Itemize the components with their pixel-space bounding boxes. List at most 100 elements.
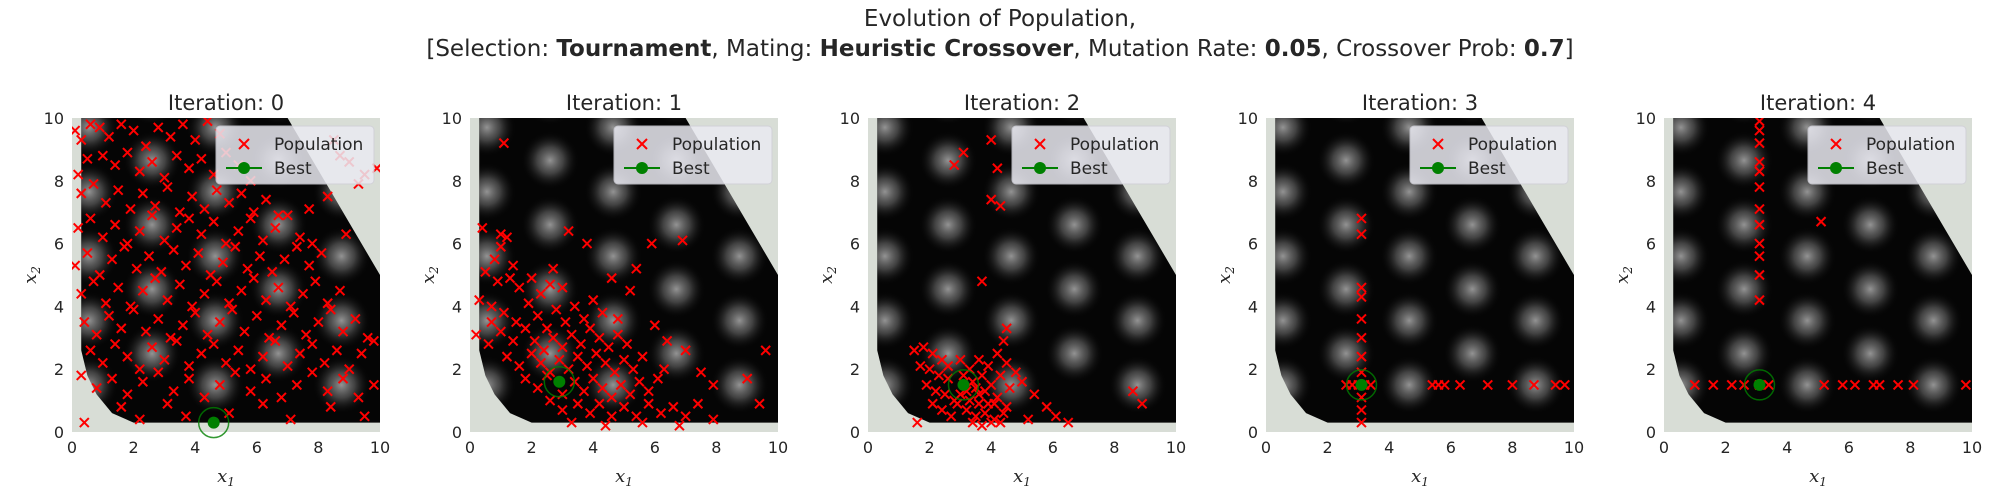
legend-best-marker xyxy=(636,162,648,174)
population-point xyxy=(661,335,673,347)
population-point xyxy=(322,298,333,309)
population-point xyxy=(514,360,525,372)
population-point xyxy=(116,401,127,413)
y-tick-label: 6 xyxy=(850,235,860,254)
population-point xyxy=(109,219,121,230)
fitness-peak xyxy=(710,355,769,415)
fitness-peak xyxy=(981,291,1041,350)
fitness-peak xyxy=(1108,355,1167,415)
population-point xyxy=(196,228,207,240)
population-point xyxy=(245,213,256,224)
population-point xyxy=(526,348,537,359)
population-point xyxy=(569,301,580,312)
population-point xyxy=(557,282,568,293)
x-tick-label: 8 xyxy=(1507,438,1517,457)
y-tick-label: 4 xyxy=(850,297,860,316)
population-point xyxy=(1356,213,1367,224)
population-point xyxy=(1754,156,1765,168)
population-point xyxy=(97,357,109,369)
population-point xyxy=(1754,219,1765,230)
y-tick-label: 8 xyxy=(1646,172,1656,191)
population-point xyxy=(1754,125,1765,136)
x-tick-label: 10 xyxy=(370,438,390,457)
population-point xyxy=(165,332,176,344)
population-point xyxy=(982,360,994,372)
fitness-peak xyxy=(1275,162,1313,222)
population-point xyxy=(1754,181,1765,193)
selection-value: Tournament xyxy=(556,36,712,62)
x-tick-label: 2 xyxy=(129,438,139,457)
population-point xyxy=(303,260,315,271)
population-point xyxy=(137,285,149,296)
population-point xyxy=(918,342,929,353)
x-tick-label: 0 xyxy=(1261,438,1271,457)
x-tick-label: 4 xyxy=(588,438,598,457)
population-point xyxy=(544,279,556,290)
population-point xyxy=(532,382,543,394)
population-point xyxy=(985,194,997,205)
population-point xyxy=(912,417,923,428)
population-point xyxy=(587,373,599,384)
best-highlight-ring xyxy=(543,366,576,398)
y-axis-label: x2 xyxy=(1612,266,1635,284)
best-highlight-ring xyxy=(1743,369,1776,401)
fitness-peak xyxy=(1045,259,1104,319)
x-tick-label: 4 xyxy=(1782,438,1792,457)
population-point xyxy=(177,119,189,130)
best-highlight-ring xyxy=(1345,369,1378,401)
population-point xyxy=(183,373,195,384)
x-tick-label: 6 xyxy=(252,438,262,457)
population-point xyxy=(523,298,534,309)
population-point xyxy=(643,398,654,409)
population-point xyxy=(538,345,550,356)
fitness-peak xyxy=(1777,355,1837,415)
legend-label-population: Population xyxy=(672,135,761,155)
population-point xyxy=(171,222,182,234)
crossover-value: 0.7 xyxy=(1523,36,1565,62)
population-point xyxy=(985,417,997,428)
legend: Population Best xyxy=(613,125,773,185)
population-point xyxy=(72,169,84,180)
population-point xyxy=(82,153,93,165)
population-point xyxy=(1874,379,1885,391)
population-point xyxy=(526,272,537,284)
population-point xyxy=(680,411,691,422)
population-point xyxy=(637,417,648,428)
x-tick-label: 10 xyxy=(1564,438,1584,457)
population-point xyxy=(535,288,547,300)
population-point xyxy=(674,420,685,431)
fitness-peak xyxy=(1673,118,1711,157)
population-point xyxy=(621,338,633,350)
population-point xyxy=(474,294,485,306)
legend-label-population: Population xyxy=(1070,135,1159,155)
x-tick-label: 2 xyxy=(1323,438,1333,457)
population-point xyxy=(100,197,112,208)
population-point xyxy=(581,360,593,372)
subplot-title: Iteration: 0 xyxy=(168,91,284,115)
population-point xyxy=(226,304,238,315)
y-tick-label: 10 xyxy=(840,109,860,128)
population-point xyxy=(597,307,608,318)
population-point xyxy=(316,247,327,259)
fitness-peak xyxy=(1714,131,1774,190)
population-point xyxy=(927,348,938,359)
population-point xyxy=(501,351,513,362)
population-point xyxy=(591,348,602,359)
population-point xyxy=(510,316,522,328)
population-point xyxy=(134,363,145,375)
population-point xyxy=(208,216,219,227)
population-point xyxy=(162,181,173,193)
y-axis-label: x2 xyxy=(20,266,43,284)
population-point xyxy=(88,276,99,287)
population-point xyxy=(992,348,1003,359)
fitness-peak xyxy=(1379,226,1439,286)
best-point xyxy=(957,378,970,391)
legend-population-marker xyxy=(1432,138,1444,150)
fitness-peak xyxy=(583,291,643,350)
population-point xyxy=(254,250,266,262)
population-point xyxy=(652,373,664,384)
population-point xyxy=(270,335,281,347)
population-point xyxy=(695,367,707,378)
population-point xyxy=(153,313,164,325)
population-point xyxy=(1454,379,1466,391)
